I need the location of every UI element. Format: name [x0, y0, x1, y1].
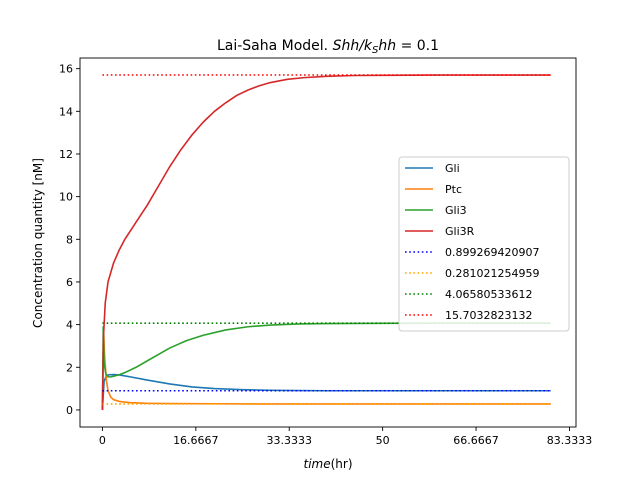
y-tick-label: 14 [59, 105, 73, 118]
legend-label: 15.7032823132 [445, 309, 532, 322]
y-tick-label: 10 [59, 191, 73, 204]
y-tick-label: 2 [66, 361, 73, 374]
y-tick-label: 12 [59, 148, 73, 161]
legend-label: 4.06580533612 [445, 288, 532, 301]
y-tick-label: 6 [66, 276, 73, 289]
y-tick-label: 8 [66, 233, 73, 246]
x-axis-label: time(hr) [303, 457, 352, 471]
plot-frame [79, 57, 577, 428]
series-line-1 [101, 328, 551, 410]
legend-label: 0.899269420907 [445, 246, 539, 259]
y-axis: 0 2 4 6 8 10 12 14 16 [59, 63, 80, 417]
y-tick-label: 16 [59, 63, 73, 76]
x-tick-label: 0 [99, 434, 106, 447]
chart-title: Lai-Saha Model. Shh/kShh = 0.1 [217, 38, 439, 56]
x-tick-label: 83.3333 [547, 434, 593, 447]
series-line-0 [101, 373, 551, 410]
series-line-2 [101, 322, 551, 410]
x-tick-label: 66.6667 [453, 434, 499, 447]
legend-label: Gli [445, 162, 460, 175]
legend-label: Ptc [445, 183, 462, 196]
legend-box [398, 156, 570, 332]
y-axis-label: Concentration quantity [nM] [31, 158, 45, 328]
x-tick-label: 16.6667 [173, 434, 219, 447]
legend: Gli Ptc Gli3 Gli3R 0.899269420907 0.281021254… [398, 156, 570, 332]
x-tick-label: 33.3333 [266, 434, 312, 447]
y-tick-label: 4 [66, 319, 73, 332]
legend-label: Gli3R [445, 225, 475, 238]
legend-label: 0.281021254959 [445, 267, 539, 280]
series-line-3 [101, 74, 551, 410]
x-axis: 0 16.6667 33.3333 50 66.6667 83.3333 [99, 427, 592, 447]
legend-label: Gli3 [445, 204, 467, 217]
plot-area [79, 57, 577, 428]
y-tick-label: 0 [66, 404, 73, 417]
x-tick-label: 50 [376, 434, 390, 447]
